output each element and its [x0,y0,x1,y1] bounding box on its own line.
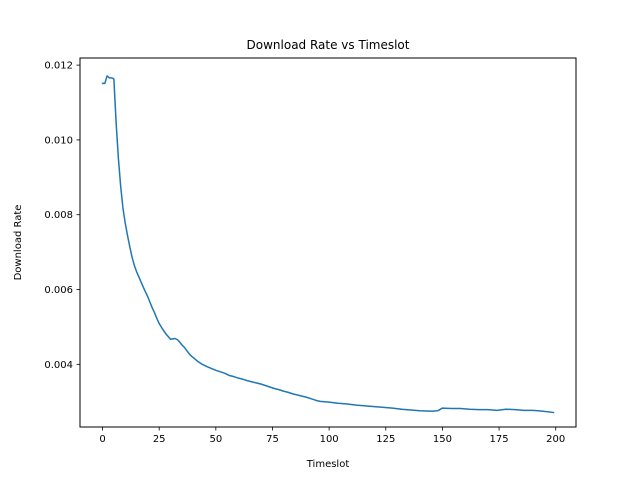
chart-title: Download Rate vs Timeslot [247,38,410,52]
plot-area [101,75,555,414]
y-axis: 0.004 0.006 0.008 0.010 0.012 [44,61,80,371]
x-tick-label: 0 [99,434,105,445]
y-tick-label: 0.012 [44,61,73,72]
x-tick-label: 25 [153,434,166,445]
plot-frame [79,57,577,428]
x-tick-label: 75 [266,434,279,445]
series-line-0 [101,75,555,414]
x-axis-label: Timeslot [306,459,350,470]
x-tick-label: 200 [546,434,565,445]
y-tick-label: 0.010 [44,135,73,146]
y-tick-label: 0.004 [44,360,73,371]
y-tick-label: 0.008 [44,210,73,221]
x-tick-label: 175 [490,434,509,445]
x-tick-label: 100 [320,434,339,445]
x-axis: 0 25 50 75 100 125 150 175 200 [99,427,565,445]
x-tick-label: 125 [376,434,395,445]
x-tick-label: 150 [433,434,452,445]
x-tick-label: 50 [209,434,222,445]
y-tick-label: 0.006 [44,285,73,296]
y-axis-label: Download Rate [13,205,24,281]
